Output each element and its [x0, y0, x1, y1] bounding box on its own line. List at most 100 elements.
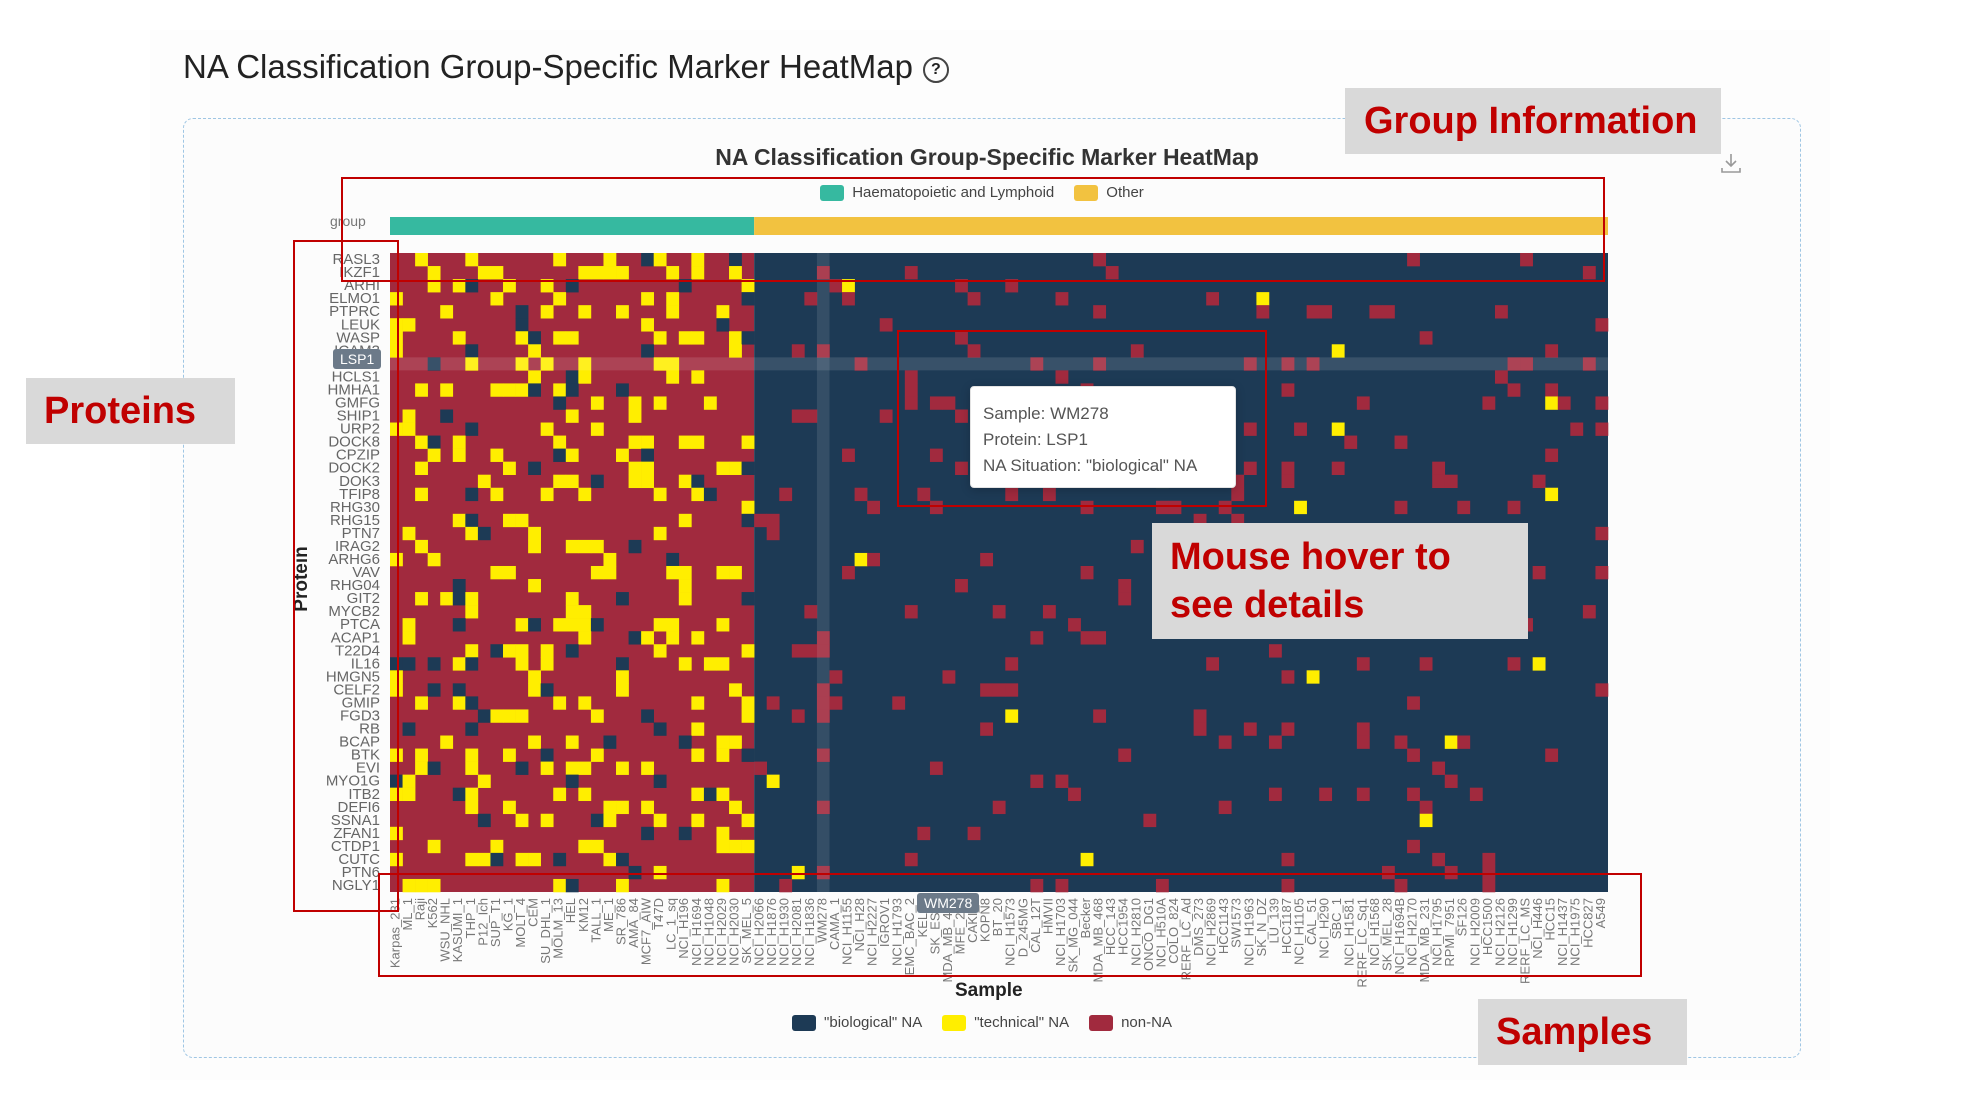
- heatmap-cell[interactable]: [603, 552, 617, 567]
- heatmap-cell[interactable]: [1042, 487, 1056, 502]
- heatmap-cell[interactable]: [427, 448, 441, 462]
- heatmap-cell[interactable]: [1457, 735, 1471, 749]
- heatmap-cell[interactable]: [1030, 774, 1044, 788]
- heatmap-cell[interactable]: [791, 409, 805, 423]
- heatmap-cell[interactable]: [703, 787, 717, 802]
- heatmap-cell[interactable]: [390, 552, 403, 567]
- heatmap-cell[interactable]: [515, 357, 529, 371]
- heatmap-cell[interactable]: [603, 800, 617, 815]
- heatmap-cell[interactable]: [729, 735, 742, 749]
- heatmap-cell[interactable]: [427, 357, 441, 371]
- heatmap-cell[interactable]: [1545, 748, 1559, 762]
- heatmap-cell[interactable]: [503, 644, 516, 658]
- heatmap-cell[interactable]: [754, 513, 768, 528]
- heatmap-cell[interactable]: [465, 526, 479, 541]
- heatmap-cell[interactable]: [1080, 631, 1094, 645]
- group-bar-0[interactable]: [390, 217, 755, 235]
- heatmap-cell[interactable]: [678, 735, 692, 749]
- heatmap-cell[interactable]: [1482, 878, 1496, 893]
- heatmap-cell[interactable]: [628, 539, 642, 554]
- heatmap-cell[interactable]: [716, 565, 730, 580]
- heatmap-cell[interactable]: [503, 513, 516, 528]
- heatmap-cell[interactable]: [490, 709, 504, 723]
- heatmap-cell[interactable]: [1595, 422, 1609, 436]
- heatmap-cell[interactable]: [465, 592, 479, 606]
- heatmap-cell[interactable]: [553, 435, 567, 449]
- heatmap-cell[interactable]: [553, 383, 567, 397]
- heatmap-cell[interactable]: [515, 513, 529, 528]
- heatmap-cell[interactable]: [528, 461, 541, 475]
- heatmap-cell[interactable]: [477, 709, 491, 723]
- heatmap-cell[interactable]: [390, 344, 403, 358]
- heatmap-cell[interactable]: [402, 787, 416, 802]
- heatmap-cell[interactable]: [528, 383, 541, 397]
- heatmap-cell[interactable]: [477, 852, 491, 867]
- heatmap-cell[interactable]: [477, 526, 491, 541]
- heatmap-cell[interactable]: [590, 813, 604, 828]
- heatmap-cell[interactable]: [917, 487, 931, 502]
- heatmap-cell[interactable]: [1532, 565, 1546, 580]
- heatmap-cell[interactable]: [678, 565, 692, 580]
- heatmap-cell[interactable]: [678, 579, 692, 593]
- heatmap-cell[interactable]: [904, 396, 918, 410]
- heatmap-cell[interactable]: [1256, 292, 1270, 306]
- heatmap-cell[interactable]: [955, 579, 968, 593]
- heatmap-cell[interactable]: [678, 513, 692, 528]
- heatmap-cell[interactable]: [804, 409, 818, 423]
- heatmap-cell[interactable]: [1381, 865, 1395, 880]
- heatmap-cell[interactable]: [1281, 461, 1295, 475]
- heatmap-cell[interactable]: [678, 279, 692, 293]
- heatmap-cell[interactable]: [553, 878, 567, 893]
- heatmap-cell[interactable]: [603, 565, 617, 580]
- heatmap-cell[interactable]: [904, 605, 918, 619]
- heatmap-cell[interactable]: [1394, 500, 1408, 515]
- heatmap-cell[interactable]: [427, 839, 441, 854]
- heatmap-cell[interactable]: [1281, 722, 1295, 736]
- heatmap-cell[interactable]: [490, 487, 504, 502]
- heatmap-cell[interactable]: [653, 644, 667, 658]
- heatmap-cell[interactable]: [929, 761, 943, 775]
- heatmap-cell[interactable]: [816, 683, 830, 697]
- heatmap-cell[interactable]: [816, 696, 830, 710]
- heatmap-cell[interactable]: [741, 644, 755, 658]
- heatmap-cell[interactable]: [1030, 357, 1044, 371]
- heatmap-cell[interactable]: [917, 826, 931, 841]
- heatmap-cell[interactable]: [1507, 500, 1521, 515]
- heatmap-cell[interactable]: [816, 865, 830, 880]
- heatmap-cell[interactable]: [553, 253, 567, 267]
- heatmap-cell[interactable]: [1356, 722, 1370, 736]
- heatmap-cell[interactable]: [992, 683, 1006, 697]
- heatmap-cell[interactable]: [452, 435, 466, 449]
- heatmap-cell[interactable]: [1582, 266, 1596, 280]
- heatmap-cell[interactable]: [1080, 500, 1094, 515]
- heatmap-cell[interactable]: [703, 487, 717, 502]
- heatmap-cell[interactable]: [402, 526, 416, 541]
- heatmap-cell[interactable]: [729, 565, 742, 580]
- heatmap-cell[interactable]: [477, 266, 491, 280]
- heatmap-cell[interactable]: [565, 383, 579, 397]
- heatmap-cell[interactable]: [816, 748, 830, 762]
- heatmap-cell[interactable]: [590, 618, 604, 632]
- heatmap-cell[interactable]: [616, 383, 629, 397]
- heatmap-cell[interactable]: [779, 487, 793, 502]
- heatmap-cell[interactable]: [578, 631, 592, 645]
- heatmap-cell[interactable]: [1055, 878, 1069, 893]
- heatmap-cell[interactable]: [402, 318, 416, 332]
- heatmap-cell[interactable]: [1545, 396, 1559, 410]
- heatmap-cell[interactable]: [1093, 631, 1107, 645]
- heatmap-cell[interactable]: [616, 657, 629, 671]
- heatmap-cell[interactable]: [565, 735, 579, 749]
- heatmap-cell[interactable]: [490, 839, 504, 854]
- heatmap-cell[interactable]: [1482, 865, 1496, 880]
- heatmap-cell[interactable]: [628, 409, 642, 423]
- heatmap-cell[interactable]: [465, 787, 479, 802]
- heatmap-cell[interactable]: [528, 331, 541, 345]
- heatmap-cell[interactable]: [729, 839, 742, 854]
- heatmap-cell[interactable]: [390, 657, 403, 671]
- heatmap-cell[interactable]: [628, 435, 642, 449]
- heatmap-cell[interactable]: [1118, 592, 1132, 606]
- heatmap-cell[interactable]: [540, 683, 554, 697]
- heatmap-cell[interactable]: [415, 748, 428, 762]
- heatmap-cell[interactable]: [967, 344, 981, 358]
- heatmap-cell[interactable]: [616, 878, 629, 893]
